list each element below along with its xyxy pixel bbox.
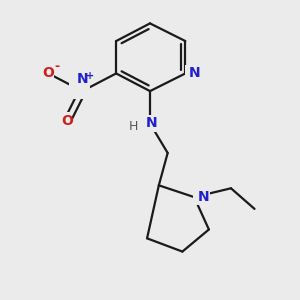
Text: N: N <box>198 190 209 204</box>
Text: H: H <box>129 120 139 133</box>
FancyBboxPatch shape <box>69 83 90 99</box>
FancyBboxPatch shape <box>137 116 158 132</box>
FancyBboxPatch shape <box>185 65 203 82</box>
Text: O: O <box>61 114 74 128</box>
FancyBboxPatch shape <box>193 189 210 205</box>
FancyBboxPatch shape <box>53 112 70 129</box>
Text: +: + <box>85 70 94 80</box>
FancyBboxPatch shape <box>34 65 54 82</box>
Text: O: O <box>43 66 54 80</box>
Text: -: - <box>54 61 59 74</box>
Text: N: N <box>189 66 200 80</box>
Text: N: N <box>146 116 157 130</box>
Text: N: N <box>76 72 88 86</box>
